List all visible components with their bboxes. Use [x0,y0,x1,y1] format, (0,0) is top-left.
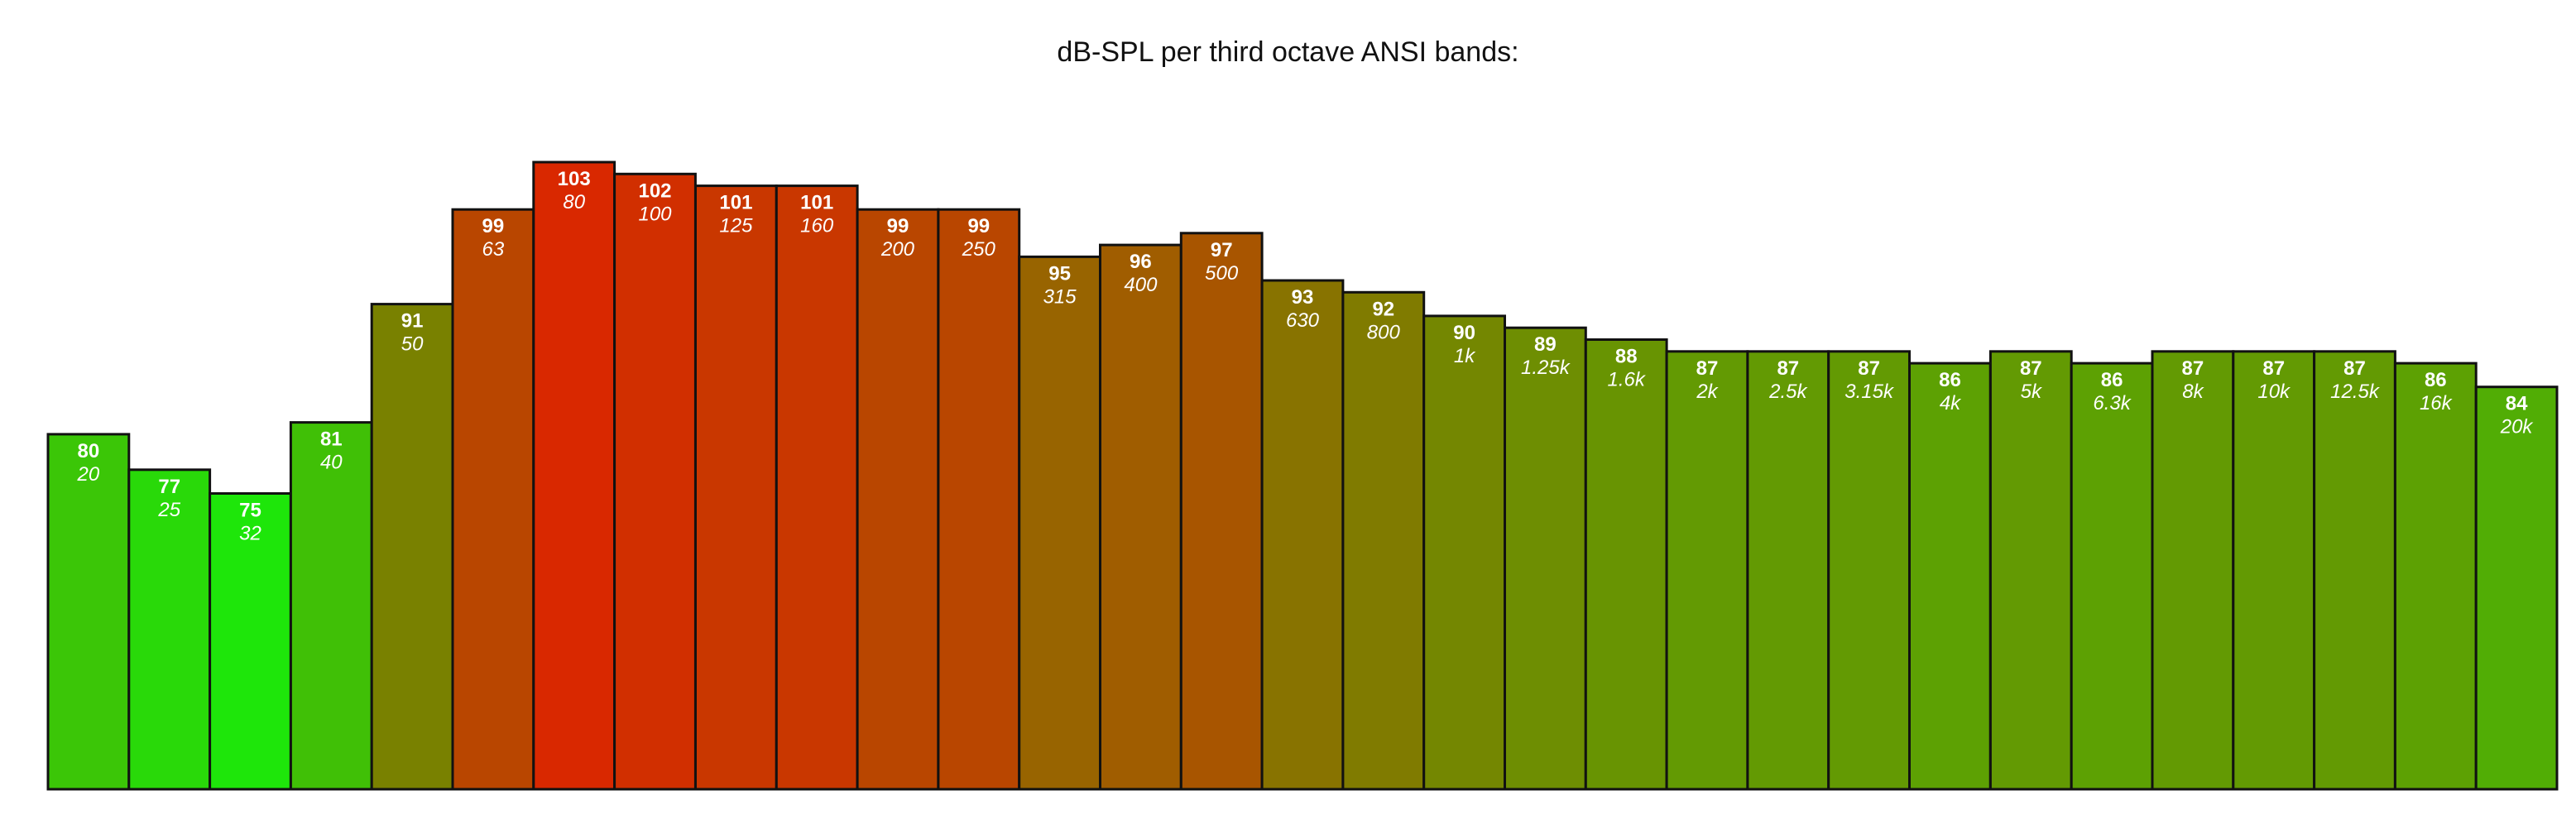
data-label-20k: 84 [2506,393,2528,415]
band-label-25: 25 [157,499,180,521]
bar-800 [1341,290,1426,791]
data-label-315: 95 [1048,262,1071,285]
bar-500 [1179,232,1264,791]
band-label-1.25k: 1.25k [1521,357,1571,379]
data-label-500: 97 [1211,239,1233,261]
bar-32 [209,492,292,791]
data-label-200: 99 [887,215,909,237]
bar-63 [451,208,535,791]
band-label-315: 315 [1043,285,1077,308]
band-label-12.5k: 12.5k [2330,381,2381,403]
data-label-2.5k: 87 [1777,357,1799,380]
data-label-400: 96 [1130,251,1152,273]
bar-10k [2232,350,2316,791]
band-label-63: 63 [482,238,505,261]
bar-1.25k [1504,326,1587,791]
band-label-250: 250 [962,238,996,261]
data-label-800: 92 [1372,298,1394,320]
data-label-8k: 87 [2182,357,2204,380]
band-label-4k: 4k [1940,392,1962,414]
band-label-50: 50 [401,333,424,356]
band-label-8k: 8k [2182,381,2204,403]
band-label-20: 20 [77,463,100,486]
data-label-125: 101 [719,192,752,214]
data-label-63: 99 [482,215,505,237]
bar-80 [532,160,616,791]
band-label-100: 100 [638,203,672,225]
bar-12.5k [2313,350,2396,791]
data-label-3.15k: 87 [1858,357,1880,380]
band-label-20k: 20k [2500,416,2535,438]
data-label-1.25k: 89 [1534,333,1557,356]
bar-125 [694,184,778,791]
band-label-3.15k: 3.15k [1844,381,1895,403]
data-label-2k: 87 [1696,357,1719,380]
bar-200 [856,208,940,791]
bar-3.15k [1827,350,1911,791]
data-label-20: 80 [78,440,100,462]
data-label-160: 101 [800,192,833,214]
data-label-1k: 90 [1453,322,1475,344]
data-label-5k: 87 [2020,357,2042,380]
band-label-10k: 10k [2257,381,2291,403]
data-label-40: 81 [320,429,343,451]
data-label-4k: 86 [1939,369,1961,391]
bar-20k [2474,386,2559,791]
bar-5k [1988,350,2073,791]
bar-25 [127,468,212,791]
bar-2k [1665,350,1749,791]
bar-2.5k [1746,350,1830,791]
band-label-200: 200 [880,238,915,261]
data-label-10k: 87 [2262,357,2285,380]
bar-1k [1422,314,1506,791]
bar-8k [2151,350,2235,791]
bar-4k [1908,362,1992,791]
data-label-80: 103 [558,168,591,190]
bar-6.3k [2070,362,2154,791]
bars-group [46,160,2559,791]
data-label-250: 99 [967,215,990,237]
data-label-50: 91 [401,310,424,333]
band-label-40: 40 [320,452,343,474]
band-label-6.3k: 6.3k [2093,392,2132,414]
data-label-32: 75 [239,500,261,522]
band-label-80: 80 [563,191,585,213]
bar-20 [46,433,131,791]
chart-title: dB-SPL per third octave ANSI bands: [1057,36,1519,68]
band-label-1.6k: 1.6k [1608,369,1647,391]
bar-16k [2393,362,2478,791]
bar-315 [1018,255,1101,791]
band-label-125: 125 [719,215,753,237]
band-label-800: 800 [1367,321,1401,343]
bar-100 [613,172,697,791]
band-label-160: 160 [800,215,834,237]
bar-40 [289,421,373,791]
band-label-500: 500 [1205,262,1239,285]
bar-1.6k [1584,338,1668,791]
band-label-630: 630 [1286,309,1320,332]
bar-400 [1099,243,1182,791]
data-label-100: 102 [638,180,671,202]
band-label-400: 400 [1124,274,1158,296]
bar-630 [1260,279,1345,791]
data-label-1.6k: 88 [1615,346,1638,368]
data-label-12.5k: 87 [2343,357,2366,380]
bar-160 [775,184,859,791]
band-label-16k: 16k [2420,392,2454,414]
band-label-2k: 2k [1696,381,1719,403]
data-label-630: 93 [1292,286,1314,309]
band-label-2.5k: 2.5k [1768,381,1808,403]
band-label-32: 32 [239,523,261,545]
data-label-6.3k: 86 [2101,369,2123,391]
band-label-5k: 5k [2021,381,2043,403]
bar-250 [937,208,1021,791]
bar-50 [370,303,454,791]
data-label-25: 77 [158,476,180,498]
data-label-16k: 86 [2425,369,2447,391]
band-label-1k: 1k [1454,345,1476,367]
